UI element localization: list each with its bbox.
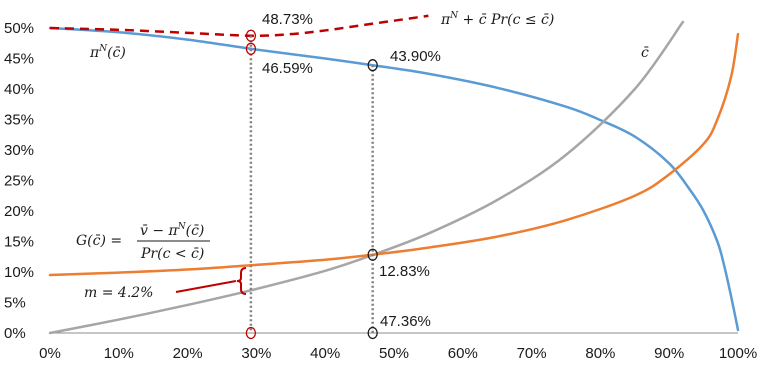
label-48-73: 48.73% — [262, 11, 313, 28]
vertical-markers — [245, 29, 378, 340]
y-tick-label: 20% — [4, 203, 34, 220]
y-tick-label: 35% — [4, 112, 34, 129]
series-line-1 — [48, 26, 740, 332]
label-47-36: 47.36% — [380, 313, 431, 330]
x-tick-label: 80% — [585, 345, 615, 362]
label-43-90: 43.90% — [390, 48, 441, 65]
label-12-83: 12.83% — [379, 263, 430, 280]
series-line-2 — [49, 14, 429, 38]
x-tick-label: 90% — [654, 345, 684, 362]
pi-n-series-label: πN(c̄) — [89, 44, 126, 61]
x-tick-label: 20% — [173, 345, 203, 362]
g-formula-numerator: v̄ − πN(c̄) — [140, 222, 204, 239]
label-46-59: 46.59% — [262, 60, 313, 77]
x-tick-labels: 0% 10% 20% 30% 40% 50% 60% 70% 80% 90% 100% — [39, 345, 757, 362]
markup-brace — [236, 267, 247, 295]
marker-circle — [245, 42, 257, 55]
y-tick-label: 40% — [4, 81, 34, 98]
x-tick-label: 10% — [104, 345, 134, 362]
marker-circle — [245, 326, 257, 340]
x-tick-label: 40% — [310, 345, 340, 362]
marker-circle — [367, 248, 378, 261]
x-tick-label: 50% — [379, 345, 409, 362]
x-tick-label: 70% — [517, 345, 547, 362]
cbar-series-label: c̄ — [641, 45, 649, 61]
y-tick-label: 0% — [4, 325, 26, 342]
y-tick-labels: 0% 5% 10% 15% 20% 25% 30% 35% 40% 45% 50% — [4, 20, 34, 342]
dashed-series-label: πN + c̄ Pr(c ≤ c̄) — [440, 11, 554, 28]
markup-bracket: m = 4.2% — [84, 267, 247, 301]
y-tick-label: 50% — [4, 20, 34, 37]
marker-circle — [367, 59, 378, 72]
marker-circle — [245, 29, 257, 42]
y-tick-label: 15% — [4, 234, 34, 251]
marker-circle — [367, 326, 378, 340]
markup-label: m = 4.2% — [84, 285, 153, 301]
g-formula-lhs: G(c̄) = — [76, 233, 122, 249]
y-tick-label: 45% — [4, 51, 34, 68]
x-tick-label: 100% — [719, 345, 757, 362]
g-formula: G(c̄) = v̄ − πN(c̄) Pr(c < c̄) — [76, 222, 210, 262]
x-tick-label: 0% — [39, 345, 61, 362]
series-line-4 — [48, 32, 740, 277]
y-tick-label: 30% — [4, 142, 34, 159]
series-lines — [48, 14, 740, 335]
markup-pointer — [175, 280, 237, 293]
x-tick-label: 60% — [448, 345, 478, 362]
y-tick-label: 25% — [4, 173, 34, 190]
x-tick-label: 30% — [241, 345, 271, 362]
g-formula-denominator: Pr(c < c̄) — [140, 246, 204, 262]
y-tick-label: 5% — [4, 295, 26, 312]
y-tick-label: 10% — [4, 264, 34, 281]
